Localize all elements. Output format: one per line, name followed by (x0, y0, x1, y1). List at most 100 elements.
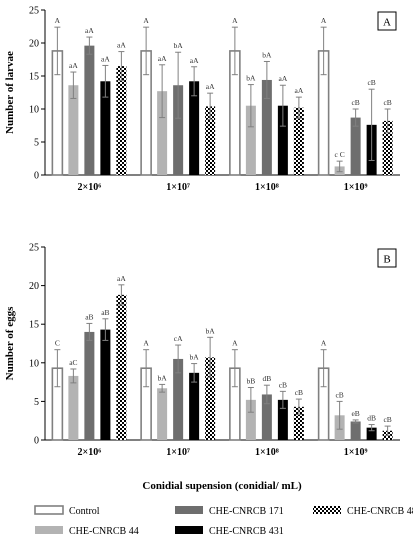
panel-a-bar-che431 (277, 105, 288, 175)
legend-swatch-che485 (313, 506, 341, 514)
panel-a-bar-che171 (173, 85, 184, 175)
panel-a-y-tick-label: 25 (29, 6, 39, 17)
panel-b-bar-che171 (350, 421, 361, 440)
panel-b-bar-che431 (366, 427, 377, 440)
panel-b-bar-che171 (261, 394, 272, 440)
panel-b-category-label: 1×10⁸ (255, 447, 279, 458)
panel-a-bar-che44 (68, 85, 79, 175)
panel-a-significance-label: A (232, 16, 238, 25)
panel-a-significance-label: A (143, 16, 149, 25)
panel-a-significance-label: A (55, 16, 61, 25)
panel-a-y-tick-label: 5 (34, 138, 39, 149)
panel-b-significance-label: aB (101, 308, 109, 317)
panel-a-bar-che485 (116, 66, 127, 175)
panel-b-y-tick-label: 15 (29, 320, 39, 331)
panel-b-y-tick-label: 20 (29, 281, 39, 292)
panel-b-significance-label: cB (279, 380, 287, 389)
panel-a-significance-label: aA (279, 74, 288, 83)
panel-b-significance-label: A (232, 339, 238, 348)
panel-a-y-tick-label: 15 (29, 72, 39, 83)
panel-a-significance-label: cB (367, 78, 375, 87)
legend-swatch-che431 (175, 526, 203, 534)
panel-a-y-axis-label: Number of larvae (4, 51, 16, 134)
panel-b-y-tick-label: 0 (34, 436, 39, 447)
panel-a-bar-che485 (382, 120, 393, 175)
panel-b-panel-label-box (377, 248, 397, 268)
panel-b-significance-label: aB (85, 312, 93, 321)
panel-b-bar-che171 (84, 331, 95, 440)
legend-label-che171: CHE-CNRCB 171 (209, 506, 284, 517)
panel-b-significance-label: C (55, 339, 60, 348)
panel-a-significance-label: bA (246, 74, 256, 83)
legend: Control CHE-CNRCB 44 CHE-CNRCB 171 CHE-CNRC… (34, 505, 413, 537)
panel-b-significance-label: bB (246, 377, 255, 386)
panel-a-bar-che431 (100, 81, 111, 175)
legend-label-che485: CHE-CNRCB 485 (347, 506, 413, 517)
legend-swatch-che171 (175, 506, 203, 514)
panel-b-bar-che431 (277, 399, 288, 440)
x-axis-label: Conidial supension (conidial/ mL) (142, 480, 302, 492)
panel-a-significance-label: aA (69, 61, 78, 70)
panel-a-significance-label: cB (351, 98, 359, 107)
panel-a-category-label: 1×10⁷ (166, 182, 190, 193)
panel-a-significance-label: aA (206, 82, 215, 91)
chart-panel-a: 0 5 10 15 20 25 Number of larvae A 2×10⁶ AaA aA aA a… (4, 6, 400, 193)
panel-b-category-label: 1×10⁷ (166, 447, 190, 458)
panel-a-bar-che431 (189, 81, 200, 175)
panel-b-significance-label: cB (335, 390, 343, 399)
panel-a-bar-che485 (293, 107, 304, 175)
panel-b-significance-label: A (321, 339, 327, 348)
panel-a-category-label: 1×10⁸ (255, 182, 279, 193)
panel-a-y-tick-label: 10 (29, 105, 39, 116)
legend-swatch-che44 (35, 526, 63, 534)
panel-b-significance-label: bA (190, 353, 200, 362)
panel-b-significance-label: eB (351, 409, 359, 418)
panel-b-bar-che171 (173, 358, 184, 440)
panel-a-panel-label-box (377, 11, 397, 31)
panel-a-significance-label: aA (101, 54, 110, 63)
panel-a-significance-label: aA (190, 56, 199, 65)
panel-a-significance-label: cB (383, 98, 391, 107)
panel-a-category-label: 1×10⁹ (344, 182, 368, 193)
panel-a-significance-label: aA (295, 86, 304, 95)
panel-a-bar-che171 (261, 79, 272, 175)
panel-b-significance-label: cA (174, 334, 183, 343)
panel-a-bar-che171 (350, 117, 361, 175)
panel-b-panel-label: B (383, 254, 390, 266)
panel-b-significance-label: dB (262, 374, 271, 383)
panel-a-category-label: 2×10⁶ (78, 182, 102, 193)
panel-b-bar-che431 (189, 372, 200, 440)
panel-a-significance-label: aA (158, 54, 167, 63)
panel-b-y-tick-label: 25 (29, 243, 39, 254)
panel-b-bar-che485 (205, 357, 216, 440)
panel-b-significance-label: cB (295, 388, 303, 397)
panel-a-bar-che44 (245, 105, 256, 175)
panel-b-significance-label: dB (367, 414, 376, 423)
panel-a-bar-che171 (84, 45, 95, 175)
legend-label-che44: CHE-CNRCB 44 (69, 526, 139, 537)
panel-b-bar-che485 (293, 406, 304, 440)
panel-a-significance-label: aA (85, 26, 94, 35)
panel-a-significance-label: bA (262, 50, 272, 59)
panel-a-significance-label: c C (335, 150, 345, 159)
panel-b-y-tick-label: 10 (29, 358, 39, 369)
panel-b-bar-che44 (245, 399, 256, 440)
panel-a-significance-label: aA (117, 41, 126, 50)
legend-label-che431: CHE-CNRCB 431 (209, 526, 284, 537)
chart-panel-b: 0 5 10 15 20 25 Number of eggs B 2×10⁶ CaC aB aB aA 1… (4, 243, 400, 458)
legend-label-control: Control (69, 506, 100, 517)
legend-swatch-control (34, 505, 64, 515)
panel-b-significance-label: bA (158, 373, 168, 382)
panel-b-y-axis-label: Number of eggs (4, 306, 16, 380)
panel-a-significance-label: A (321, 16, 327, 25)
panel-b-y-tick-label: 5 (34, 397, 39, 408)
panel-b-significance-label: aA (117, 274, 126, 283)
panel-a-y-tick-label: 20 (29, 39, 39, 50)
panel-b-bar-che485 (116, 294, 127, 440)
panel-a-significance-label: bA (174, 41, 184, 50)
panel-b-significance-label: bA (206, 326, 216, 335)
panel-b-significance-label: aC (69, 358, 77, 367)
panel-b-bar-che431 (100, 329, 111, 440)
panel-b-category-label: 1×10⁹ (344, 447, 368, 458)
